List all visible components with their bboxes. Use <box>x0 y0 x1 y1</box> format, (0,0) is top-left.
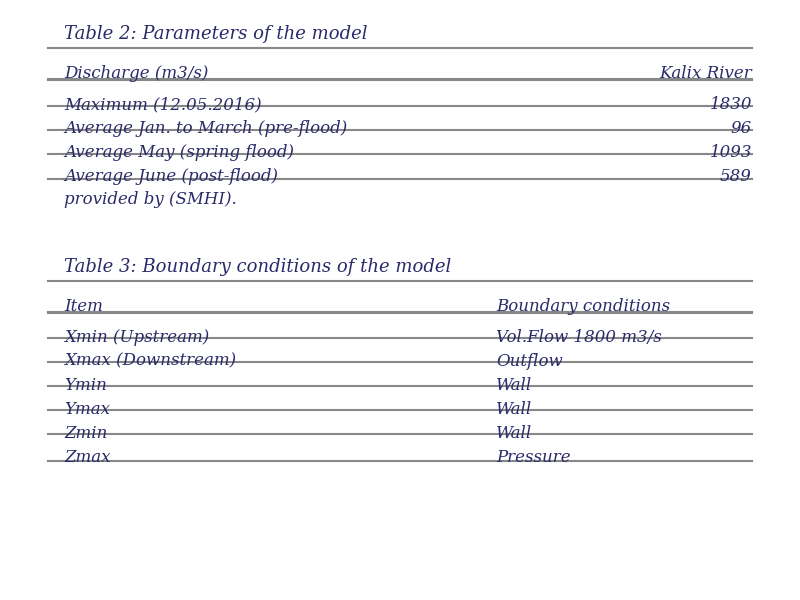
Text: Vol.Flow 1800 m3/s: Vol.Flow 1800 m3/s <box>496 329 662 346</box>
Text: Table 2: Parameters of the model: Table 2: Parameters of the model <box>64 25 367 43</box>
Text: Boundary conditions: Boundary conditions <box>496 298 670 314</box>
Text: Maximum (12.05.2016): Maximum (12.05.2016) <box>64 96 262 113</box>
Text: Zmin: Zmin <box>64 425 107 442</box>
Text: Xmin (Upstream): Xmin (Upstream) <box>64 329 210 346</box>
Text: Outflow: Outflow <box>496 353 562 370</box>
Text: 96: 96 <box>730 120 752 137</box>
Text: Item: Item <box>64 298 103 314</box>
Text: 1093: 1093 <box>710 144 752 161</box>
Text: 589: 589 <box>720 168 752 185</box>
Text: Wall: Wall <box>496 425 532 442</box>
Text: Wall: Wall <box>496 377 532 394</box>
Text: 1830: 1830 <box>710 96 752 113</box>
Text: provided by (SMHI).: provided by (SMHI). <box>64 191 237 208</box>
Text: Discharge (m3/s): Discharge (m3/s) <box>64 65 208 82</box>
Text: Average Jan. to March (pre-flood): Average Jan. to March (pre-flood) <box>64 120 347 137</box>
Text: Wall: Wall <box>496 401 532 418</box>
Text: Ymin: Ymin <box>64 377 107 394</box>
Text: Xmax (Downstream): Xmax (Downstream) <box>64 353 236 370</box>
Text: Pressure: Pressure <box>496 449 570 466</box>
Text: Zmax: Zmax <box>64 449 110 466</box>
Text: Average May (spring flood): Average May (spring flood) <box>64 144 294 161</box>
Text: Ymax: Ymax <box>64 401 110 418</box>
Text: Average June (post-flood): Average June (post-flood) <box>64 168 278 185</box>
Text: Kalix River: Kalix River <box>659 65 752 82</box>
Text: Table 3: Boundary conditions of the model: Table 3: Boundary conditions of the mode… <box>64 258 451 276</box>
